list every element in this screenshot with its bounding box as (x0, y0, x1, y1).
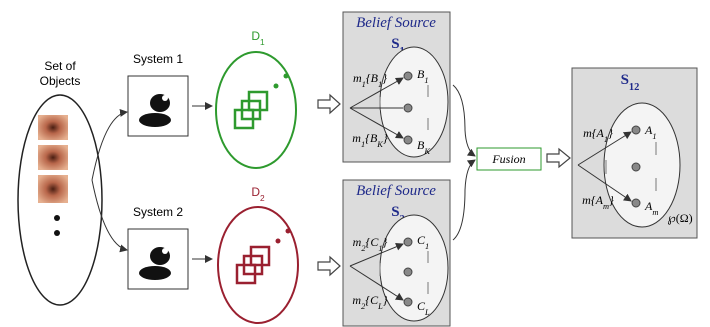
label-text: m{A (582, 193, 603, 207)
label-text: m (352, 293, 361, 307)
frame-ellipse (604, 103, 680, 227)
label-text: {B (365, 131, 378, 145)
label-text: } (382, 71, 387, 85)
fusion-arrow (453, 85, 475, 156)
label-text: } (383, 293, 388, 307)
frame-ellipse (380, 47, 448, 157)
objects-label: Set of (44, 59, 76, 73)
subscript: K (423, 147, 430, 156)
element-dot (404, 238, 412, 246)
label-text: m (352, 131, 361, 145)
objects-label: Objects (40, 74, 81, 88)
subscript: 1 (652, 132, 656, 141)
subscript: 2 (260, 193, 265, 203)
hollow-arrow (547, 149, 570, 167)
label-text: m (353, 71, 362, 85)
subscript: L (424, 308, 430, 317)
label-text: S (391, 36, 399, 52)
system-label: System 1 (133, 52, 183, 66)
label-text: {C (365, 293, 379, 307)
subscript: 1 (260, 37, 265, 47)
label-text: } (383, 131, 388, 145)
element-dot (404, 268, 412, 276)
label-text: S (391, 204, 399, 220)
element-dot (404, 298, 412, 306)
dataset-label: D2 (251, 185, 265, 203)
object-image (38, 175, 68, 203)
subscript: 1 (424, 76, 428, 85)
element-dot (632, 199, 640, 207)
hollow-arrow (318, 257, 340, 275)
system-label: System 2 (133, 205, 183, 219)
subscript: 12 (629, 82, 640, 93)
source-title: Belief Source (356, 15, 436, 31)
ellipsis-dot (286, 229, 291, 234)
subscript: m (652, 208, 658, 217)
ellipsis-dot (284, 74, 289, 79)
fusion-label: Fusion (491, 152, 525, 166)
ellipsis-dot (54, 215, 60, 221)
ellipsis-dot (54, 230, 60, 236)
element-dot (632, 126, 640, 134)
label-text: } (608, 126, 613, 140)
label-text: S (621, 72, 629, 88)
object-image (38, 145, 68, 170)
frame-ellipse (380, 215, 448, 321)
subscript: 1 (425, 242, 429, 251)
belief-source: Belief Source S1 m1{B1} m1{BK} B1 BK (343, 12, 450, 162)
label-text: {C (366, 235, 380, 249)
label-text: } (383, 235, 388, 249)
label-text: {B (366, 71, 379, 85)
hollow-arrow (318, 95, 340, 113)
label-text: D (251, 185, 260, 199)
object-image (38, 115, 68, 140)
element-dot (632, 163, 640, 171)
fusion-arrow (453, 160, 475, 240)
ellipsis-dot (274, 84, 279, 89)
powerset-label: ℘(Ω) (667, 211, 692, 225)
label-text: } (609, 193, 614, 207)
label-text: m{A (583, 126, 604, 140)
label-text: D (251, 29, 260, 43)
label-text: m (353, 235, 362, 249)
source-title: Belief Source (356, 183, 436, 199)
ellipsis-dot (276, 239, 281, 244)
element-dot (404, 136, 412, 144)
dataset-label: D1 (251, 29, 265, 47)
element-dot (404, 72, 412, 80)
element-dot (404, 104, 412, 112)
belief-source: Belief Source S2 m2{C1} m2{CL} C1 CL (343, 180, 450, 326)
diagram: Set of Objects System 1 System 2 D1 D2 B… (0, 0, 710, 327)
